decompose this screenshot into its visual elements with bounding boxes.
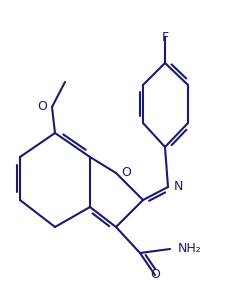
Text: NH₂: NH₂ <box>178 242 202 255</box>
Text: F: F <box>161 31 168 44</box>
Text: O: O <box>37 101 47 114</box>
Text: O: O <box>121 166 131 179</box>
Text: N: N <box>174 181 183 194</box>
Text: O: O <box>150 268 160 281</box>
